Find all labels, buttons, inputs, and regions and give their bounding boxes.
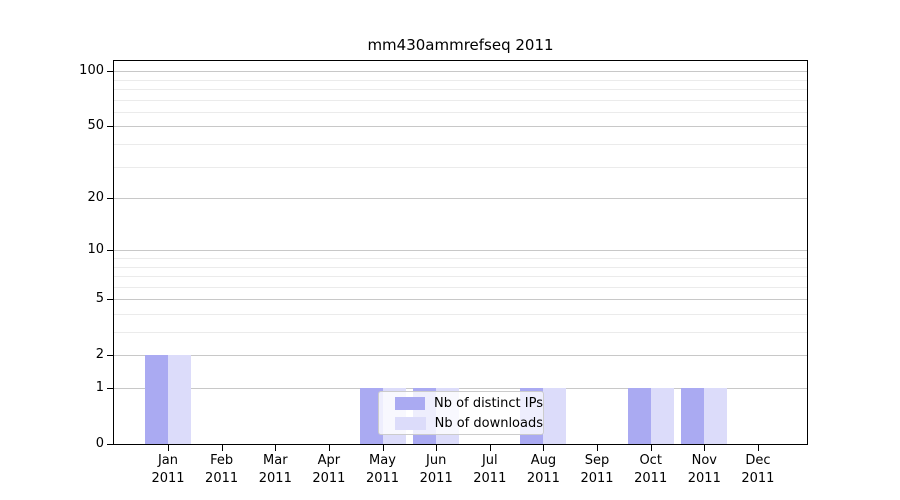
bar-distinct-ips-nov (681, 388, 705, 444)
x-tick-mark (597, 445, 598, 451)
y-tick-label: 100 (79, 63, 104, 79)
bar-distinct-ips-may (359, 388, 383, 444)
y-tick-label: 5 (95, 291, 104, 307)
legend-swatch-distinct-ips-icon (395, 396, 426, 410)
gridline-major (114, 126, 807, 128)
x-tick-mark (650, 445, 652, 451)
x-tick-mark (489, 445, 491, 451)
legend-label-distinct-ips: Nb of distinct IPs (434, 395, 543, 411)
chart-title: mm430ammrefseq 2011 (367, 36, 554, 54)
y-tick-label: 20 (87, 190, 104, 206)
x-tick-label: Nov 2011 (687, 453, 721, 486)
legend-item-downloads: Nb of downloads (395, 416, 543, 431)
x-tick-mark (221, 445, 223, 451)
gridline-minor (114, 332, 807, 333)
x-tick-mark (328, 445, 330, 451)
gridline-minor (114, 166, 807, 168)
x-tick-label: Jan 2011 (151, 453, 185, 486)
y-tick-mark (107, 71, 113, 73)
legend: Nb of distinct IPs Nb of downloads (378, 391, 544, 435)
gridline-major (114, 71, 807, 73)
x-tick-mark (168, 445, 169, 451)
gridline-minor (114, 99, 807, 101)
gridline-major (114, 198, 807, 200)
y-tick-label: 1 (95, 380, 104, 395)
gridline-minor (114, 79, 807, 81)
y-tick-label: 10 (87, 242, 104, 258)
gridline-minor (114, 286, 807, 288)
x-tick-mark (757, 445, 759, 451)
legend-item-distinct-ips: Nb of distinct IPs (395, 396, 543, 411)
x-tick-label: Sep 2011 (580, 453, 614, 486)
y-tick-mark (107, 198, 113, 200)
y-tick-mark (107, 388, 113, 389)
gridline-minor (114, 144, 807, 145)
bar-downloads-aug (543, 388, 567, 444)
y-tick-label: 2 (95, 347, 104, 363)
plot-area: Nb of distinct IPs Nb of downloads (113, 60, 808, 445)
gridline-minor (114, 276, 807, 277)
x-tick-label: Aug 2011 (526, 453, 560, 486)
x-tick-mark (704, 445, 706, 451)
y-tick-label: 0 (95, 436, 104, 451)
gridline-major (114, 299, 807, 301)
y-tick-mark (107, 299, 113, 301)
gridline-major (114, 388, 807, 389)
legend-swatch-downloads-icon (395, 416, 426, 430)
x-tick-label: Jul 2011 (473, 453, 507, 486)
x-tick-label: Apr 2011 (312, 453, 346, 486)
x-tick-label: Oct 2011 (634, 453, 668, 486)
bar-downloads-nov (704, 388, 728, 444)
gridline-major (114, 355, 807, 357)
gridline-minor (114, 314, 807, 315)
gridline-minor (114, 258, 807, 259)
bar-distinct-ips-jan (145, 355, 168, 444)
x-tick-label: Dec 2011 (741, 453, 775, 486)
x-tick-label: Jun 2011 (419, 453, 453, 486)
y-tick-label: 50 (87, 118, 104, 134)
gridline-major (114, 250, 807, 252)
gridline-minor (114, 89, 807, 90)
y-tick-mark (107, 126, 113, 128)
y-tick-mark (107, 444, 113, 445)
gridline-minor (114, 111, 807, 113)
bar-distinct-ips-oct (627, 388, 651, 444)
legend-label-downloads: Nb of downloads (434, 415, 543, 431)
gridline-minor (114, 266, 807, 268)
y-tick-mark (107, 355, 113, 357)
y-tick-mark (107, 250, 113, 252)
x-tick-mark (543, 445, 545, 451)
x-tick-label: Mar 2011 (258, 453, 292, 486)
x-tick-label: Feb 2011 (205, 453, 239, 486)
x-tick-mark (382, 445, 384, 451)
x-tick-mark (275, 445, 277, 451)
x-tick-mark (436, 445, 438, 451)
bar-downloads-jan (168, 355, 191, 444)
x-tick-label: May 2011 (365, 453, 400, 486)
bar-downloads-oct (650, 388, 674, 444)
